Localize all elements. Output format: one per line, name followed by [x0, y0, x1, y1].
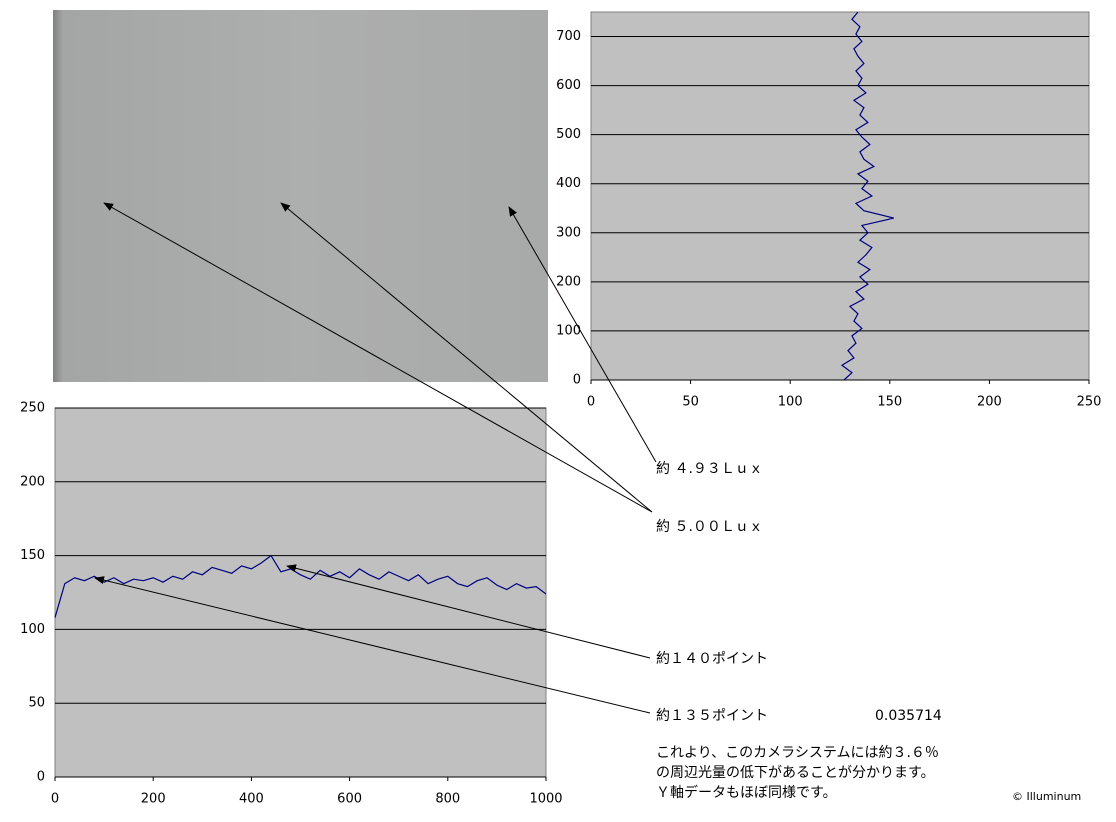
x-tick-label: 800 [435, 792, 460, 807]
ratio: 0.035714 [875, 708, 942, 724]
copyright: © Illuminum [1012, 790, 1081, 803]
x-tick-label: 0 [51, 792, 59, 807]
y-tick-label: 200 [556, 274, 581, 289]
x-tick-label: 400 [239, 792, 264, 807]
x-tick-label: 200 [977, 395, 1002, 410]
y-tick-label: 50 [28, 696, 45, 711]
annotation: 約１４０ポイント [656, 651, 768, 667]
y-tick-label: 700 [556, 29, 581, 44]
note-line: Ｙ軸データもほぼ同様です。 [656, 784, 837, 801]
note-line: これより、このカメラシステムには約３.６％ [656, 745, 939, 761]
note-line: の周辺光量の低下があることが分かります。 [656, 765, 935, 781]
annotation: 約 ４.９３Ｌｕｘ [656, 461, 763, 477]
y-tick-label: 100 [556, 323, 581, 338]
y-tick-label: 0 [37, 770, 45, 785]
data-line [54, 554, 547, 618]
arrows [94, 202, 657, 714]
y-tick-label: 250 [20, 401, 45, 416]
y-tick-label: 300 [556, 225, 581, 240]
arrow [103, 202, 653, 513]
x-tick-label: 100 [778, 395, 803, 410]
y-tick-label: 0 [573, 373, 581, 388]
y-tick-label: 500 [556, 127, 581, 142]
x-tick-label: 150 [877, 395, 902, 410]
y-tick-label: 600 [556, 78, 581, 93]
x-tick-label: 250 [1077, 395, 1102, 410]
plot-area [590, 11, 1090, 381]
arrow [286, 564, 651, 659]
x-tick-label: 50 [682, 395, 699, 410]
y-tick-label: 200 [20, 474, 45, 489]
arrow [280, 202, 653, 513]
x-tick-label: 600 [337, 792, 362, 807]
data-line [840, 11, 894, 381]
plot-area [54, 407, 547, 778]
y-tick-label: 150 [20, 548, 45, 563]
annotation: 約１３５ポイント [656, 708, 768, 724]
x-tick-label: 1000 [529, 792, 562, 807]
x-tick-label: 200 [141, 792, 166, 807]
arrow [508, 206, 657, 463]
x-tick-label: 0 [587, 395, 595, 410]
annotation: 約 ５.００Ｌｕｘ [656, 519, 763, 535]
arrow [94, 576, 651, 714]
y-tick-label: 400 [556, 176, 581, 191]
photo [53, 10, 548, 382]
y-tick-label: 100 [20, 622, 45, 637]
